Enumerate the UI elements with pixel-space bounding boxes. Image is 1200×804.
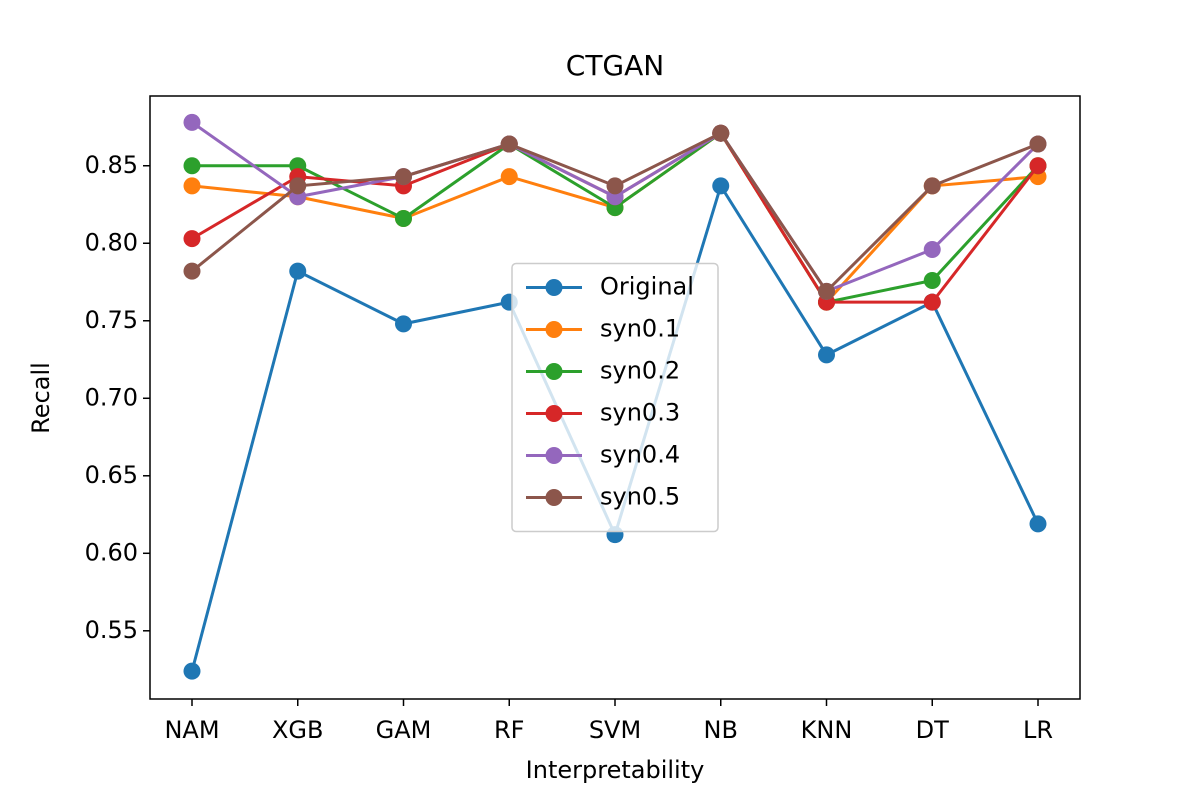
data-point bbox=[500, 168, 518, 186]
data-point bbox=[923, 271, 941, 289]
x-tick-label: GAM bbox=[376, 716, 432, 744]
legend-marker bbox=[545, 321, 563, 338]
y-tick-label: 0.80 bbox=[85, 228, 138, 256]
chart-title: CTGAN bbox=[566, 49, 664, 82]
data-point bbox=[289, 262, 307, 280]
legend-label: Original bbox=[600, 273, 694, 301]
data-point bbox=[395, 168, 412, 186]
data-point bbox=[712, 177, 730, 195]
legend-marker bbox=[545, 405, 563, 422]
x-tick-label: LR bbox=[1023, 716, 1053, 744]
x-tick-label: XGB bbox=[272, 716, 324, 744]
legend: Original syn0.1 syn0.2 syn0.3 syn0.4 syn0.5 bbox=[511, 262, 719, 533]
x-tick-label: NB bbox=[704, 716, 738, 744]
data-point bbox=[818, 346, 835, 364]
data-point bbox=[923, 240, 941, 258]
legend-marker bbox=[545, 363, 563, 380]
data-point bbox=[500, 135, 518, 153]
x-tick-label: DT bbox=[916, 716, 949, 744]
y-tick-label: 0.75 bbox=[85, 306, 138, 334]
legend-marker bbox=[545, 447, 563, 464]
data-point bbox=[923, 293, 941, 311]
y-axis-label: Recall bbox=[27, 362, 55, 434]
legend-label: syn0.1 bbox=[600, 315, 680, 343]
x-tick-label: SVM bbox=[589, 716, 641, 744]
x-tick-label: RF bbox=[494, 716, 524, 744]
data-point bbox=[1029, 157, 1047, 175]
data-point bbox=[183, 262, 201, 280]
legend-label: syn0.3 bbox=[600, 399, 680, 427]
data-point bbox=[712, 124, 730, 142]
legend-label: syn0.2 bbox=[600, 357, 680, 385]
y-tick-label: 0.60 bbox=[85, 538, 138, 566]
legend-label: syn0.5 bbox=[600, 483, 680, 511]
y-tick-label: 0.70 bbox=[85, 383, 138, 411]
data-point bbox=[606, 177, 624, 195]
data-point bbox=[818, 282, 835, 300]
legend-marker bbox=[545, 279, 563, 296]
data-point bbox=[183, 157, 201, 175]
data-point bbox=[1029, 135, 1047, 153]
data-point bbox=[1029, 515, 1047, 533]
x-axis-label: Interpretability bbox=[526, 756, 705, 784]
y-tick-label: 0.65 bbox=[85, 461, 138, 489]
legend-marker bbox=[545, 489, 563, 506]
x-tick-label: KNN bbox=[801, 716, 853, 744]
data-point bbox=[183, 177, 201, 195]
plot-frame bbox=[149, 95, 1081, 700]
data-point bbox=[183, 662, 201, 680]
data-point bbox=[923, 177, 941, 195]
y-tick-label: 0.85 bbox=[85, 151, 138, 179]
data-point bbox=[183, 113, 201, 131]
data-point bbox=[183, 230, 201, 248]
data-point bbox=[289, 177, 307, 195]
data-point bbox=[395, 209, 412, 227]
legend-label: syn0.4 bbox=[600, 441, 680, 469]
data-point bbox=[395, 315, 412, 333]
y-tick-label: 0.55 bbox=[85, 616, 138, 644]
x-tick-label: NAM bbox=[164, 716, 219, 744]
